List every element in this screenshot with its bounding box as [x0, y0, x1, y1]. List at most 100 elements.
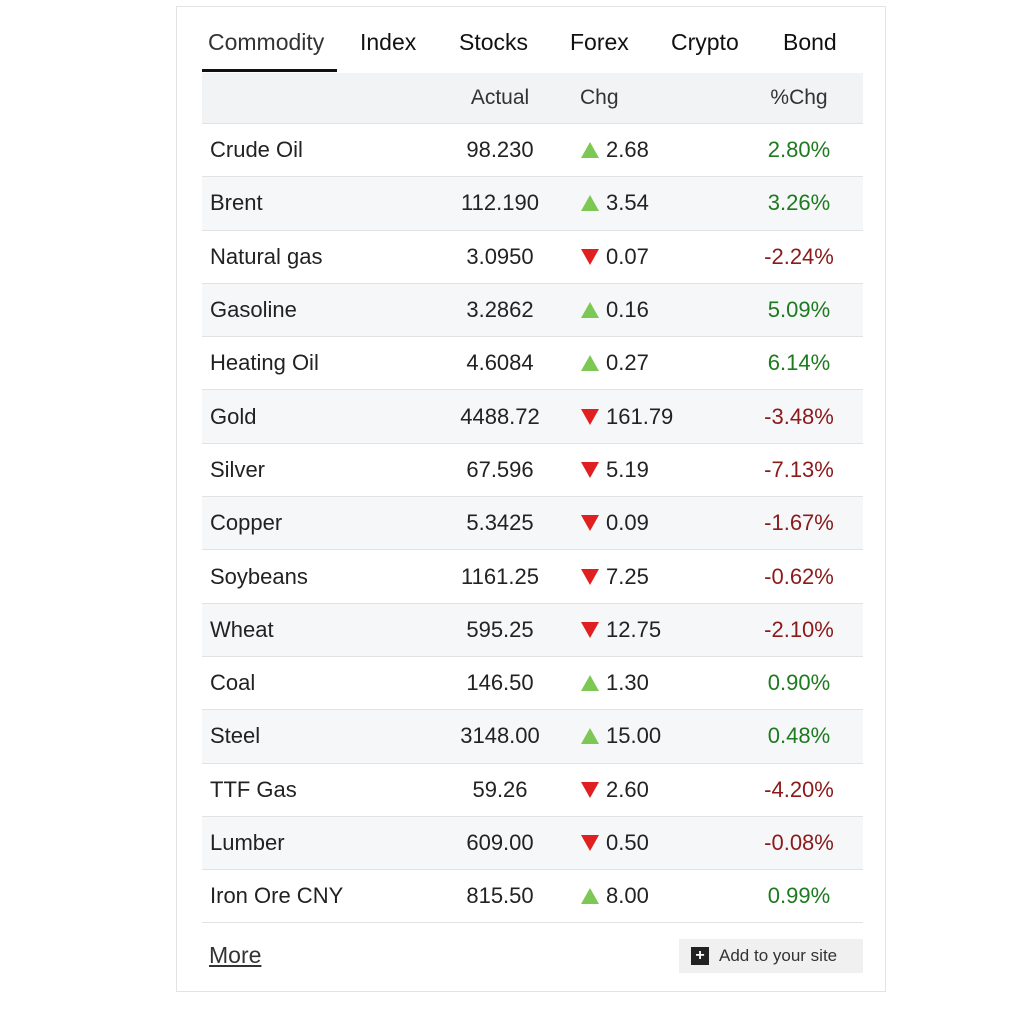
actual-value: 4488.72 — [460, 403, 540, 429]
actual-value: 4.6084 — [466, 350, 534, 376]
tab[interactable]: Crypto — [671, 29, 739, 55]
arrow-shape — [581, 355, 599, 372]
header-row: Actual Chg %Chg — [202, 73, 863, 124]
change-value: 161.79 — [606, 403, 674, 429]
change-value: 0.50 — [606, 830, 649, 855]
table-row: Heating Oil 4.6084 0.27 6.14% — [202, 337, 863, 391]
change: 0.07 — [580, 244, 649, 270]
actual-value: 3148.00 — [460, 723, 540, 749]
percent-change: 2.80% — [767, 137, 831, 163]
percent-change: -2.10% — [764, 616, 834, 642]
change: 12.75 — [580, 617, 661, 643]
percent-change: 0.48% — [767, 723, 831, 749]
column-header: Actual — [470, 86, 530, 109]
change: 5.19 — [580, 457, 649, 483]
change-value: 0.07 — [606, 243, 649, 269]
arrow-shape — [581, 248, 599, 265]
arrow-shape — [581, 568, 599, 585]
percent-change: 3.26% — [767, 190, 831, 216]
arrow-down — [581, 248, 599, 265]
table-row: Natural gas 3.0950 0.07 -2.24% — [202, 231, 863, 284]
commodity-name: TTF Gas — [210, 776, 297, 802]
arrow-shape — [581, 515, 599, 532]
table-row: Lumber 609.00 0.50 -0.08% — [202, 816, 863, 871]
arrow-shape — [581, 408, 599, 425]
more-link[interactable]: More — [209, 942, 262, 968]
actual-value: 595.25 — [466, 616, 534, 642]
arrow-down — [581, 461, 599, 478]
arrow-up — [581, 728, 599, 745]
commodity-name: Natural gas — [210, 243, 323, 269]
active-underline — [202, 69, 337, 72]
table-row: Iron Ore CNY 815.50 8.00 0.99% — [202, 870, 863, 924]
arrow-shape — [581, 142, 599, 159]
change: 161.79 — [580, 404, 673, 430]
change-value: 1.30 — [606, 670, 649, 696]
commodity-name: Soybeans — [210, 563, 308, 589]
percent-change: -2.24% — [764, 243, 834, 269]
tab[interactable]: Commodity — [208, 29, 325, 55]
arrow-shape — [581, 835, 599, 851]
table-row: Copper 5.3425 0.09 -1.67% — [202, 497, 863, 551]
table-row: Coal 146.50 1.30 0.90% — [202, 657, 863, 711]
add-label: Add to your site — [719, 946, 838, 965]
arrow-up — [581, 355, 599, 372]
commodity-name: Gold — [210, 403, 257, 429]
commodity-name: Coal — [210, 670, 256, 696]
table-row: TTF Gas 59.26 2.60 -4.20% — [202, 764, 863, 817]
commodity-name: Crude Oil — [210, 137, 303, 163]
change-value: 2.60 — [606, 776, 649, 802]
arrow-shape — [581, 675, 599, 692]
change: 8.00 — [580, 883, 649, 909]
change: 0.27 — [580, 350, 649, 376]
change: 0.50 — [580, 830, 649, 856]
actual-value: 1161.25 — [461, 563, 539, 589]
tab[interactable]: Index — [360, 29, 417, 55]
commodity-name: Wheat — [210, 616, 274, 642]
arrow-up — [581, 142, 599, 159]
actual-value: 815.50 — [466, 883, 534, 909]
actual-value: 5.3425 — [466, 510, 534, 536]
column-header: Chg — [580, 86, 619, 109]
arrow-down — [581, 515, 599, 532]
arrow-down — [581, 568, 599, 585]
percent-change: 0.90% — [767, 670, 831, 696]
actual-value: 609.00 — [466, 830, 534, 855]
change-value: 12.75 — [606, 616, 662, 642]
change-value: 0.09 — [606, 510, 649, 536]
table: Actual Chg %Chg Crude Oil 98.230 2.68 2.80%… — [202, 73, 863, 924]
table-row: Brent 112.190 3.54 3.26% — [202, 177, 863, 231]
arrow-shape — [581, 781, 599, 798]
arrow-down — [581, 835, 599, 851]
commodity-name: Heating Oil — [210, 350, 319, 376]
tab[interactable]: Forex — [570, 29, 629, 55]
percent-change: 0.99% — [767, 883, 831, 909]
percent-change: 5.09% — [767, 297, 831, 323]
arrow-shape — [581, 888, 599, 905]
change: 2.60 — [580, 777, 649, 803]
commodity-name: Brent — [210, 190, 263, 216]
table-row: Gold 4488.72 161.79 -3.48% — [202, 390, 863, 444]
change: 15.00 — [580, 723, 661, 749]
change-value: 7.25 — [606, 563, 649, 589]
percent-change: -0.08% — [764, 830, 834, 855]
column-header: %Chg — [770, 86, 828, 109]
arrow-shape — [581, 728, 599, 745]
change-value: 15.00 — [606, 723, 662, 749]
change: 2.68 — [580, 137, 649, 163]
table-row: Steel 3148.00 15.00 0.48% — [202, 710, 863, 764]
change-value: 3.54 — [606, 190, 649, 216]
add-button[interactable]: + Add to your site — [679, 939, 863, 973]
commodity-name: Lumber — [210, 830, 285, 855]
arrow-shape — [581, 461, 599, 478]
arrow-shape — [581, 195, 599, 212]
tab[interactable]: Stocks — [459, 29, 529, 55]
actual-value: 112.190 — [461, 190, 539, 216]
change: 3.54 — [580, 190, 649, 216]
tab[interactable]: Bond — [783, 29, 837, 55]
table-row: Crude Oil 98.230 2.68 2.80% — [202, 124, 863, 178]
change: 0.09 — [580, 510, 649, 536]
change: 0.16 — [580, 297, 649, 323]
commodity-name: Copper — [210, 510, 283, 536]
